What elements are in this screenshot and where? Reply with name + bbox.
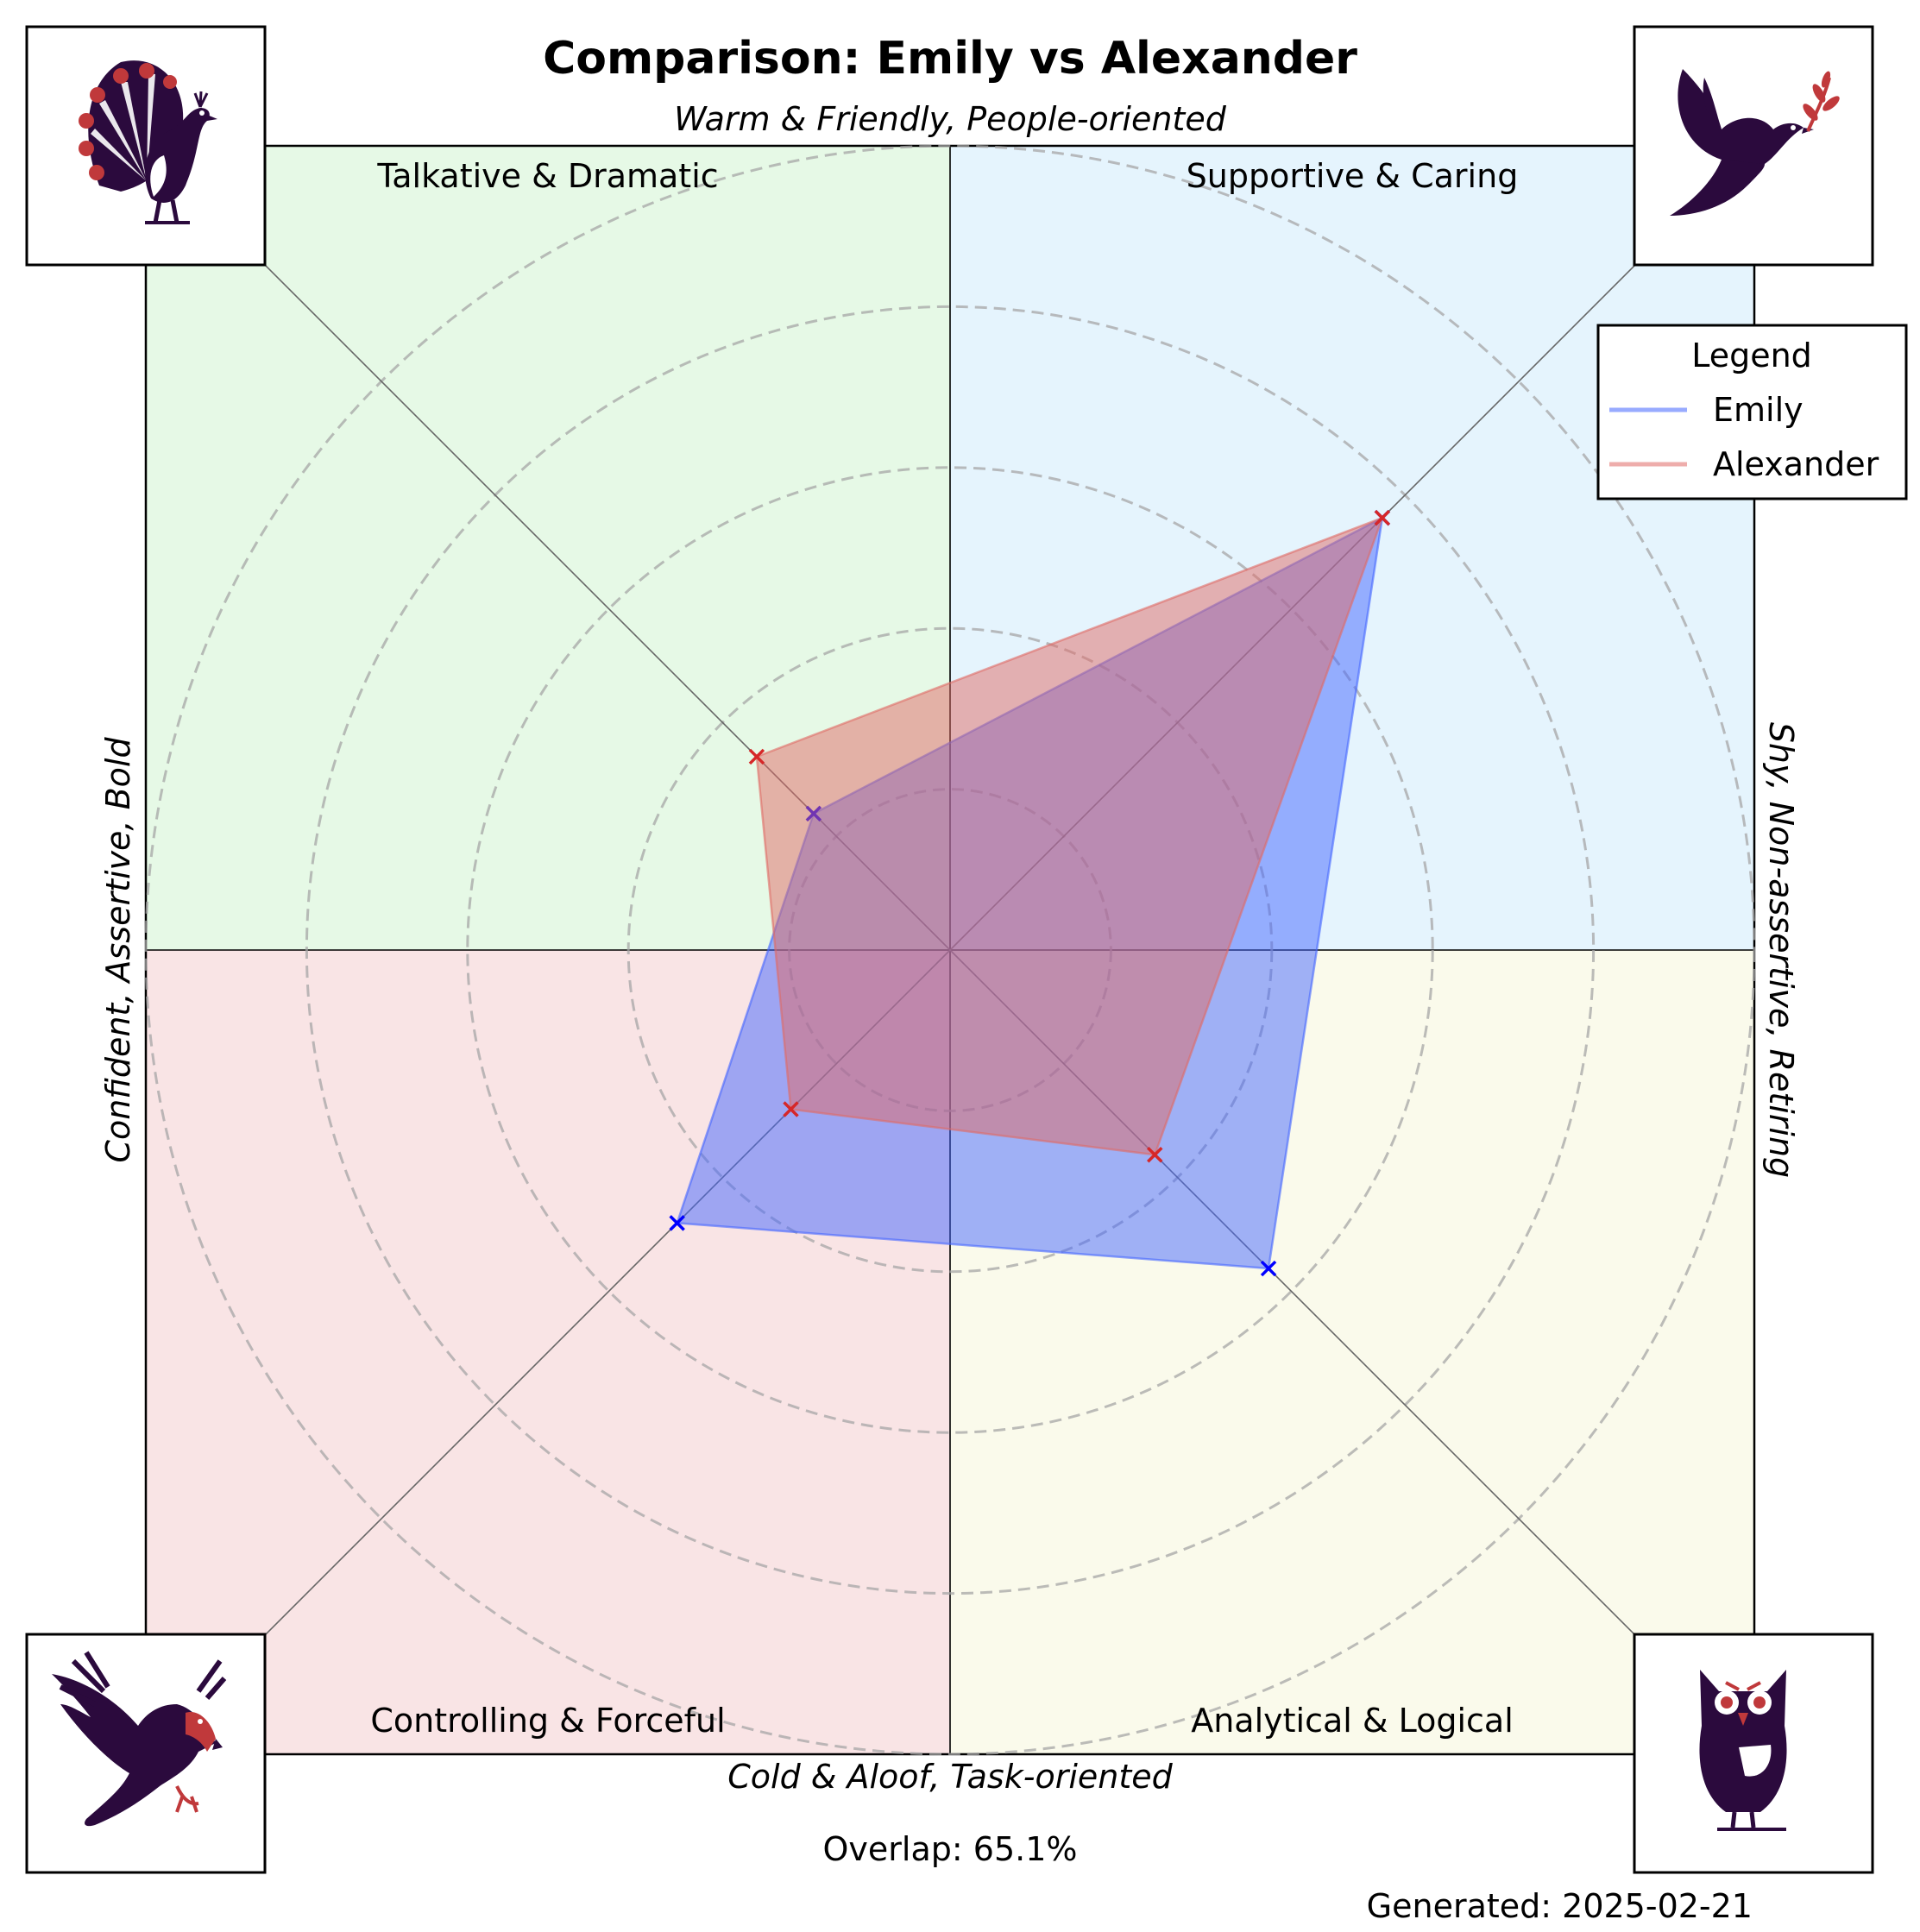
axis-label-left: Confident, Assertive, Bold — [99, 737, 137, 1163]
axis-label-top: Warm & Friendly, People-oriented — [674, 100, 1227, 138]
axis-label-bottom: Cold & Aloof, Task-oriented — [727, 1758, 1173, 1796]
data-point-emily-4 — [669, 1215, 685, 1231]
legend-label-alexander: Alexander — [1713, 445, 1879, 483]
grid-ring-4 — [305, 305, 1596, 1595]
legend-label-emily: Emily — [1713, 391, 1804, 429]
data-point-emily-3 — [1260, 1260, 1277, 1277]
quadrant-label-top-right: Supportive & Caring — [1187, 157, 1519, 195]
owl-icon — [1699, 1670, 1787, 1831]
grid-ring-5 — [144, 144, 1756, 1756]
overlap-text: Overlap: 65.1% — [823, 1830, 1078, 1868]
dove-icon — [1670, 69, 1840, 216]
dove-icon-box — [1633, 25, 1874, 267]
peacock-icon-box — [25, 25, 267, 267]
data-point-alexander-1 — [748, 748, 765, 765]
data-point-alexander-3 — [1147, 1147, 1163, 1163]
chart-title: Comparison: Emily vs Alexander — [543, 33, 1357, 85]
eagle-icon-box — [25, 1633, 267, 1874]
quadrant-label-bottom-right: Analytical & Logical — [1191, 1702, 1514, 1740]
owl-icon-box — [1633, 1633, 1874, 1874]
quadrant-label-top-left: Talkative & Dramatic — [376, 157, 718, 195]
data-point-alexander-4 — [783, 1101, 799, 1117]
quadrant-label-bottom-left: Controlling & Forceful — [370, 1702, 725, 1740]
legend: Legend Emily Alexander — [1596, 324, 1908, 500]
eagle-icon — [52, 1651, 227, 1827]
axis-label-right: Shy, Non-assertive, Retiring — [1762, 722, 1800, 1178]
series-layer — [669, 509, 1391, 1277]
generated-date: Generated: 2025-02-21 — [1367, 1887, 1753, 1925]
data-point-alexander-2 — [1374, 509, 1391, 526]
legend-title: Legend — [1691, 337, 1812, 374]
grid-ring-3 — [466, 466, 1434, 1434]
peacock-icon — [79, 60, 217, 224]
